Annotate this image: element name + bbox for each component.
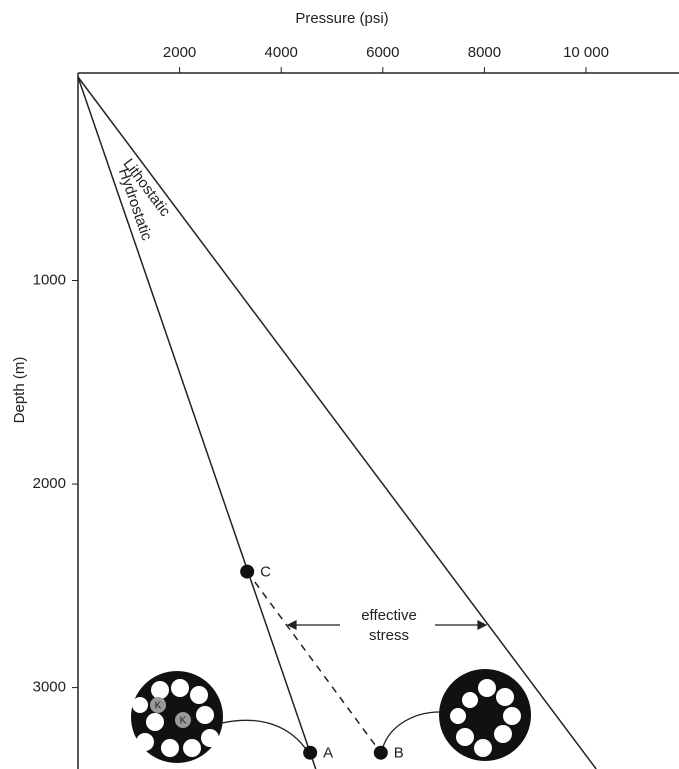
annotation: effective stress — [361, 607, 417, 644]
point-label: B — [394, 745, 404, 762]
grain-label: K — [155, 701, 162, 712]
point — [240, 564, 255, 579]
dashed-link — [246, 571, 382, 754]
series-line — [77, 76, 597, 769]
y-tick-label: 1000 — [33, 271, 66, 288]
point — [303, 745, 318, 760]
effective-stress-arrows — [286, 620, 488, 630]
x-axis-label: Pressure (psi) — [295, 10, 388, 27]
series-line — [77, 76, 317, 769]
y-tick-label: 2000 — [33, 475, 66, 492]
x-tick-label: 2000 — [163, 44, 196, 61]
x-tick-label: 4000 — [265, 44, 298, 61]
grain-label: K — [180, 716, 187, 727]
y-axis-label: Depth (m) — [11, 357, 28, 424]
x-tick-label: 6000 — [366, 44, 399, 61]
point-label: C — [260, 564, 271, 581]
grain-diagram — [381, 669, 531, 761]
point-label: A — [323, 745, 333, 762]
point — [373, 745, 388, 760]
grain-diagram: K K — [131, 671, 309, 763]
x-tick-label: 10 000 — [563, 44, 609, 61]
y-tick-label: 3000 — [33, 679, 66, 696]
x-tick-label: 8000 — [468, 44, 501, 61]
